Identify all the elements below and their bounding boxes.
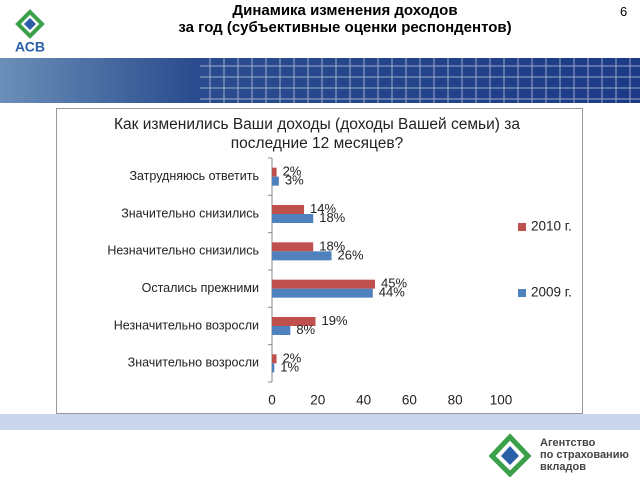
value-label: 14% (310, 201, 336, 216)
x-tick-label: 80 (448, 393, 463, 408)
value-label: 3% (285, 173, 304, 188)
legend-swatch (518, 289, 526, 297)
title-line: за год (субъективные оценки респондентов… (178, 19, 512, 36)
footer-line: по страхованию (540, 449, 629, 461)
footer-band (0, 414, 640, 430)
legend-label: 2009 г. (531, 285, 572, 300)
footer-line: Агентство (540, 437, 596, 449)
value-label: 1% (280, 359, 299, 374)
x-tick-label: 60 (402, 393, 417, 408)
banner-grid (200, 58, 640, 103)
category-label: Незначительно снизились (107, 244, 259, 258)
logo-icon (15, 9, 45, 39)
bar (272, 176, 279, 186)
bar (272, 214, 314, 223)
bar (272, 279, 376, 289)
x-tick-label: 0 (268, 393, 276, 408)
x-tick-label: 100 (490, 393, 513, 408)
value-label: 2% (283, 350, 302, 365)
value-label: 18% (319, 210, 345, 225)
x-tick-label: 20 (310, 393, 325, 408)
bar (272, 288, 373, 298)
bar (272, 242, 314, 252)
bar (272, 363, 275, 373)
value-label: 19% (322, 313, 348, 328)
bar (272, 205, 305, 214)
bar (272, 354, 277, 364)
page-number: 6 (620, 4, 628, 19)
legend-swatch (518, 223, 526, 231)
value-label: 26% (338, 247, 364, 262)
bar (272, 317, 316, 326)
logo-text: АСВ (15, 39, 45, 55)
slide-title: Динамика изменения доходов за год (субъе… (150, 2, 540, 36)
bar (272, 167, 277, 177)
title-line: Динамика изменения доходов (232, 2, 458, 19)
value-label: 44% (379, 285, 405, 300)
value-label: 45% (381, 276, 407, 291)
chart-title: Как изменились Ваши доходы (доходы Вашей… (114, 116, 520, 152)
footer-line: вкладов (540, 461, 586, 473)
x-tick-label: 40 (356, 393, 371, 408)
chart-frame: 0 20 40 60 80 100 Затрудняюсь ответить 2% 3% Знач… (56, 108, 583, 414)
bar (272, 251, 332, 261)
bar (272, 326, 291, 335)
category-label: Остались прежними (142, 281, 259, 295)
category-label: Незначительно возросли (114, 318, 259, 332)
footer-logo-icon (488, 433, 532, 478)
category-label: Значительно снизились (121, 206, 259, 220)
value-label: 18% (319, 238, 345, 253)
footer-text: Агентство по страхованию вкладов (540, 437, 629, 473)
category-label: Значительно возросли (128, 356, 259, 370)
value-label: 2% (283, 164, 302, 179)
category-label: Затрудняюсь ответить (129, 169, 259, 183)
value-label: 8% (296, 322, 315, 337)
legend-label: 2010 г. (531, 219, 572, 234)
